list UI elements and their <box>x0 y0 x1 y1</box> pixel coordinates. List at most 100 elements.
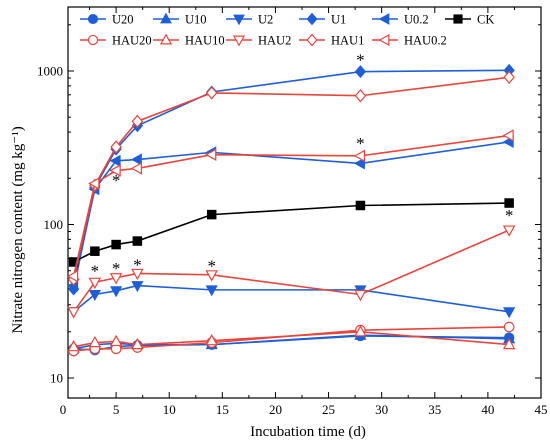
data-point <box>110 286 123 298</box>
series-hau10 <box>67 325 516 352</box>
x-tick-label: 0 <box>60 402 67 417</box>
legend-label: U10 <box>185 13 207 27</box>
series-line <box>73 202 510 263</box>
data-point <box>88 335 102 348</box>
legend-swatch-marker <box>160 12 172 24</box>
data-point <box>502 337 516 350</box>
legend-swatch-marker <box>87 34 99 46</box>
annotation-layer: * * * * * * * * <box>91 50 514 280</box>
data-point <box>131 268 144 281</box>
legend-swatch-marker <box>306 33 318 47</box>
legend-entry-u10: U10 <box>153 13 207 27</box>
series-hau0_2 <box>66 129 514 283</box>
significance-asterisk: * <box>505 206 514 225</box>
data-point <box>503 321 515 333</box>
data-point <box>206 209 217 220</box>
legend-entry-u2: U2 <box>226 13 273 27</box>
data-point <box>205 333 218 346</box>
significance-asterisk: * <box>133 255 142 274</box>
legend-swatch-marker <box>233 14 245 26</box>
data-point <box>66 269 79 283</box>
y-axis-label: Nitrate nitrogen content (mg kg⁻¹) <box>10 126 26 333</box>
significance-asterisk: * <box>112 259 121 278</box>
legend-entry-hau1: HAU1 <box>299 34 364 48</box>
legend-swatch-marker <box>453 14 463 24</box>
significance-asterisk: * <box>207 257 216 276</box>
data-point <box>131 337 144 350</box>
plot-frame <box>67 6 542 399</box>
data-point <box>132 236 143 246</box>
y-tick-label: 100 <box>44 217 64 232</box>
data-point <box>88 289 101 302</box>
series-layer <box>66 63 516 357</box>
data-point <box>204 148 217 161</box>
legend-swatch-marker <box>378 13 390 25</box>
data-point <box>109 273 123 285</box>
legend-entry-hau20: HAU20 <box>80 34 152 48</box>
data-point <box>353 149 366 163</box>
data-point <box>503 307 516 319</box>
legend-label: U2 <box>258 13 273 27</box>
legend-label: U1 <box>331 13 346 27</box>
significance-asterisk: * <box>356 50 365 69</box>
legend-swatch-marker <box>159 33 173 45</box>
legend-entry-hau10: HAU10 <box>153 33 225 48</box>
data-point <box>109 334 123 347</box>
x-tick-label: 35 <box>428 402 441 417</box>
data-point <box>109 164 121 177</box>
legend-label: HAU20 <box>112 34 152 48</box>
data-point <box>353 157 365 170</box>
legend-entry-u0_2: U0.2 <box>372 13 429 27</box>
x-tick-label: 45 <box>535 402 548 417</box>
legend-label: U0.2 <box>404 13 429 27</box>
data-point <box>109 154 121 167</box>
x-tick-label: 15 <box>216 402 229 417</box>
data-point <box>354 65 367 79</box>
x-tick-label: 25 <box>322 402 335 417</box>
data-point <box>354 289 367 302</box>
data-point <box>355 200 366 211</box>
significance-asterisk: * <box>356 134 365 153</box>
x-tick-label: 10 <box>163 402 176 417</box>
data-point <box>88 277 102 290</box>
data-point <box>205 86 218 100</box>
data-point <box>90 246 100 256</box>
data-point <box>503 70 515 84</box>
legend-entry-ck: CK <box>445 13 494 27</box>
legend-entry-hau0_2: HAU0.2 <box>372 34 447 48</box>
series-hau1 <box>67 70 515 286</box>
legend-swatch-marker <box>232 35 246 47</box>
axis-ticks: 0 5 10 15 20 25 30 35 40 45 10 100 1000 <box>37 7 548 417</box>
significance-asterisk: * <box>91 262 100 281</box>
significance-asterisk: * <box>112 171 121 190</box>
y-tick-label: 10 <box>50 371 63 386</box>
series-line <box>73 284 510 313</box>
data-point <box>111 239 121 250</box>
data-point <box>502 129 514 142</box>
legend-label: U20 <box>112 13 134 27</box>
series-u2 <box>67 281 516 319</box>
legend-label: CK <box>477 13 494 27</box>
data-point <box>67 307 80 319</box>
x-tick-label: 5 <box>113 402 120 417</box>
data-point <box>131 281 144 293</box>
data-point <box>110 140 122 154</box>
legend-label: HAU0.2 <box>404 34 447 48</box>
data-point <box>205 285 218 297</box>
legend-entry-u1: U1 <box>299 13 346 27</box>
data-point <box>67 339 80 352</box>
data-point <box>504 198 514 208</box>
legend-label: HAU2 <box>258 34 291 48</box>
x-axis-label: Incubation time (d) <box>250 424 366 440</box>
legend: U20 U10 U2 U1 U0.2 CK HAU20 HAU10 HAU2 HAU1 HAU0.2 <box>80 13 494 48</box>
series-ck <box>68 198 514 267</box>
legend-swatch-marker <box>87 13 99 25</box>
plot-border <box>67 6 542 399</box>
legend-entry-u20: U20 <box>80 13 134 27</box>
series-line <box>72 76 510 280</box>
legend-entry-hau2: HAU2 <box>226 34 291 48</box>
data-point <box>354 325 367 337</box>
data-point <box>354 89 367 103</box>
x-tick-label: 20 <box>269 402 282 417</box>
